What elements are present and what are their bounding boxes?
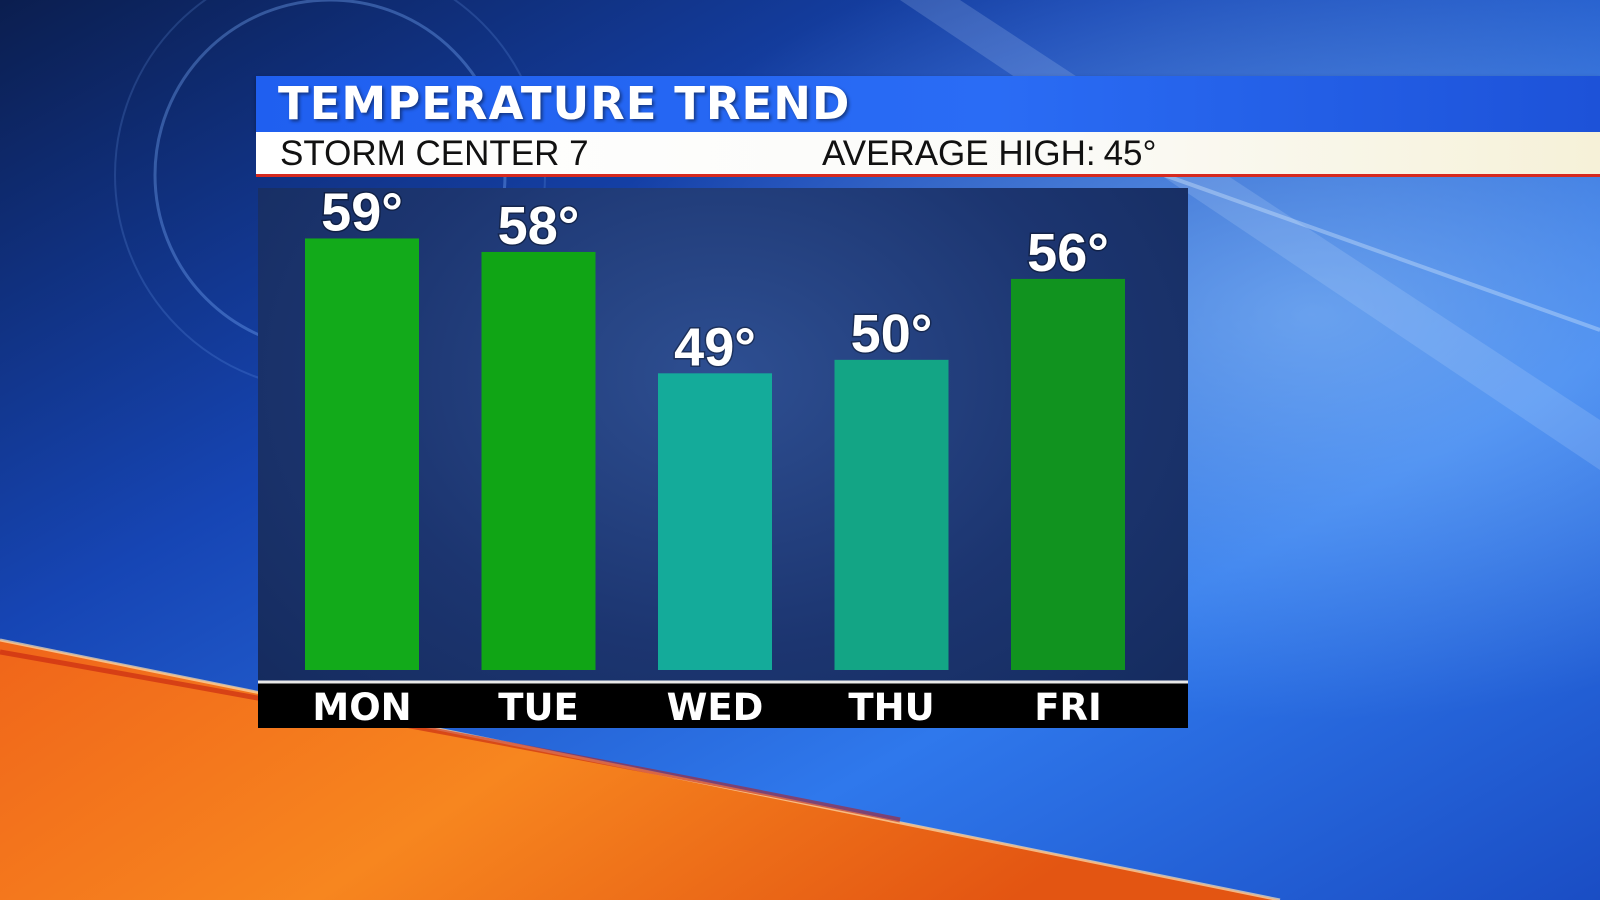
day-label-strip xyxy=(258,682,1188,728)
day-label-mon: MON xyxy=(312,686,411,728)
value-label-wed: 49° xyxy=(674,317,756,377)
bar-thu xyxy=(834,359,949,670)
average-high-value: 45° xyxy=(1103,134,1157,173)
page-title: TEMPERATURE TREND xyxy=(278,77,851,130)
bar-fri xyxy=(1011,278,1125,670)
value-label-mon: 59° xyxy=(321,188,403,242)
value-label-fri: 56° xyxy=(1027,223,1109,283)
value-label-thu: 50° xyxy=(851,304,933,364)
temperature-bar-chart: 59° MON 58° TUE 49° WED 50° THU 56° FRI xyxy=(258,188,1188,728)
title-bar: TEMPERATURE TREND xyxy=(256,76,1600,132)
day-label-thu: THU xyxy=(848,686,934,728)
day-label-fri: FRI xyxy=(1034,686,1102,728)
bar-mon xyxy=(305,238,419,670)
day-label-wed: WED xyxy=(667,686,764,728)
bar-tue xyxy=(481,251,596,670)
bar-wed xyxy=(658,373,772,670)
day-label-tue: TUE xyxy=(498,686,579,728)
average-high: AVERAGE HIGH: 45° xyxy=(822,134,1157,174)
subtitle-bar: STORM CENTER 7 AVERAGE HIGH: 45° xyxy=(256,132,1600,177)
chart-panel: 59° MON 58° TUE 49° WED 50° THU 56° FRI xyxy=(258,188,1188,728)
value-label-tue: 58° xyxy=(498,196,580,256)
station-name: STORM CENTER 7 xyxy=(280,134,589,173)
average-high-label: AVERAGE HIGH: xyxy=(822,134,1096,173)
